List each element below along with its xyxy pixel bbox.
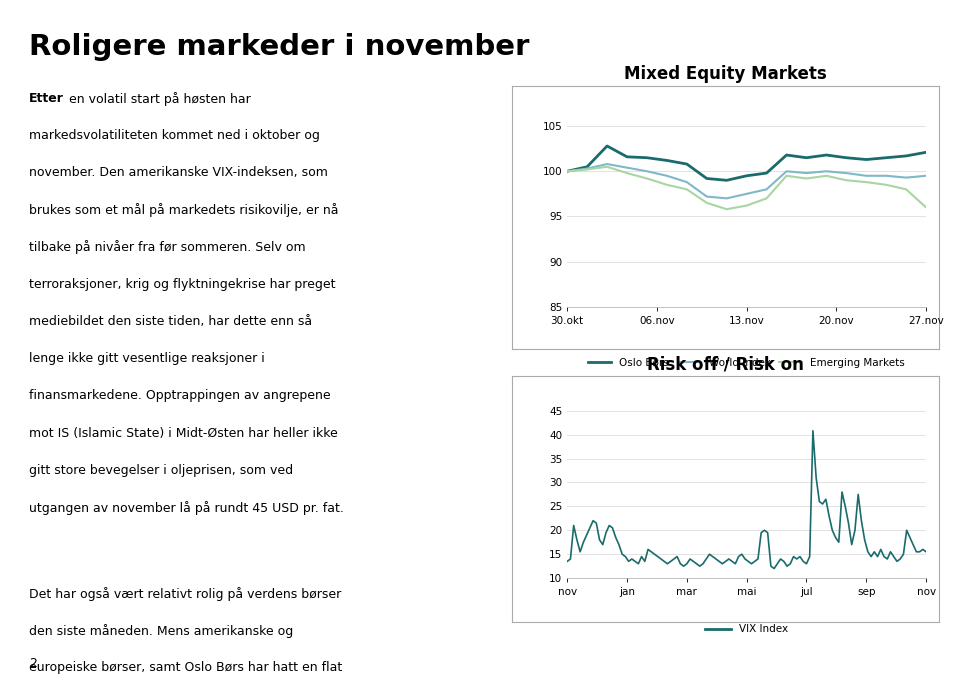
- Text: brukes som et mål på markedets risikovilje, er nå: brukes som et mål på markedets risikovil…: [29, 203, 338, 218]
- Text: Etter: Etter: [29, 92, 63, 105]
- Text: Det har også vært relativt rolig på verdens børser: Det har også vært relativt rolig på verd…: [29, 587, 341, 601]
- Text: en volatil start på høsten har: en volatil start på høsten har: [65, 92, 252, 105]
- Text: mediebildet den siste tiden, har dette enn så: mediebildet den siste tiden, har dette e…: [29, 315, 312, 328]
- Legend: Oslo Børs, World Index, Emerging Markets: Oslo Børs, World Index, Emerging Markets: [584, 354, 909, 372]
- Text: Roligere markeder i november: Roligere markeder i november: [29, 34, 529, 61]
- Text: markedsvolatiliteten kommet ned i oktober og: markedsvolatiliteten kommet ned i oktobe…: [29, 129, 320, 142]
- Text: europeiske børser, samt Oslo Børs har hatt en flat: europeiske børser, samt Oslo Børs har ha…: [29, 661, 342, 674]
- Title: Mixed Equity Markets: Mixed Equity Markets: [624, 64, 827, 83]
- Text: terroraksjoner, krig og flyktningekrise har preget: terroraksjoner, krig og flyktningekrise …: [29, 278, 335, 291]
- Text: mot IS (Islamic State) i Midt-Østen har heller ikke: mot IS (Islamic State) i Midt-Østen har …: [29, 427, 338, 440]
- Text: lenge ikke gitt vesentlige reaksjoner i: lenge ikke gitt vesentlige reaksjoner i: [29, 352, 265, 365]
- Text: november. Den amerikanske VIX-indeksen, som: november. Den amerikanske VIX-indeksen, …: [29, 166, 327, 179]
- Text: utgangen av november lå på rundt 45 USD pr. fat.: utgangen av november lå på rundt 45 USD …: [29, 501, 344, 515]
- Text: 2: 2: [29, 657, 36, 670]
- Text: tilbake på nivåer fra før sommeren. Selv om: tilbake på nivåer fra før sommeren. Selv…: [29, 241, 305, 254]
- Legend: VIX Index: VIX Index: [701, 620, 793, 638]
- Text: gitt store bevegelser i oljeprisen, som ved: gitt store bevegelser i oljeprisen, som …: [29, 464, 293, 477]
- Title: Risk off / Risk on: Risk off / Risk on: [647, 355, 804, 373]
- Text: den siste måneden. Mens amerikanske og: den siste måneden. Mens amerikanske og: [29, 624, 293, 637]
- Text: finansmarkedene. Opptrappingen av angrepene: finansmarkedene. Opptrappingen av angrep…: [29, 389, 330, 402]
